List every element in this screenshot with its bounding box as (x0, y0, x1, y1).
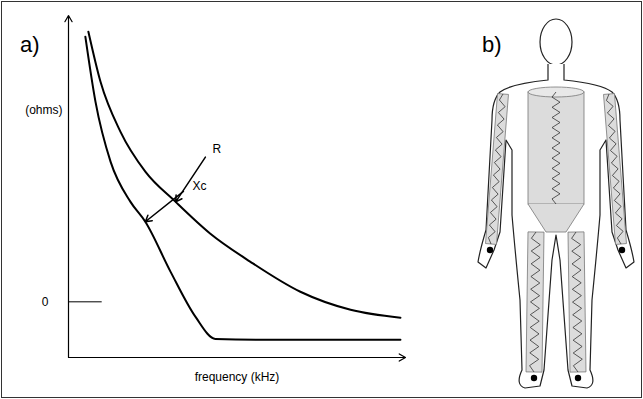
svg-text:Xc: Xc (192, 179, 206, 193)
svg-text:0: 0 (42, 295, 49, 309)
svg-text:frequency (kHz): frequency (kHz) (195, 370, 280, 384)
svg-text:b): b) (482, 32, 502, 57)
svg-text:(ohms): (ohms) (25, 103, 62, 117)
svg-text:R: R (212, 142, 221, 156)
svg-text:a): a) (20, 32, 40, 57)
